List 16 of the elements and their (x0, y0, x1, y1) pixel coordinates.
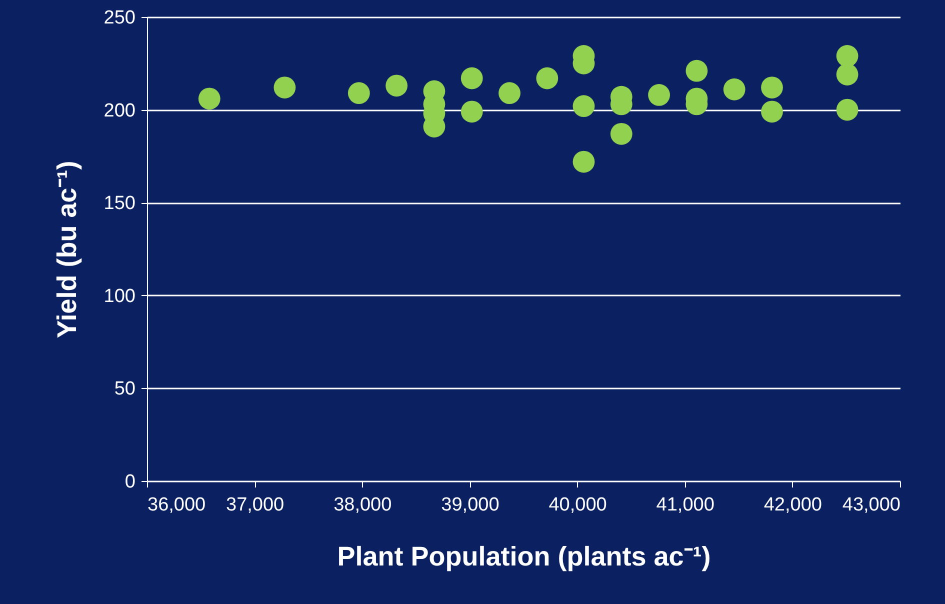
y-tick-label: 200 (104, 100, 136, 122)
y-tick-label: 0 (124, 472, 136, 492)
x-tick-label: 41,000 (656, 494, 714, 516)
x-tick-label: 39,000 (441, 494, 500, 516)
x-tick-label: 38,000 (334, 494, 392, 516)
x-tick-label: 43,000 (842, 494, 900, 516)
y-tick-label: 150 (104, 193, 136, 214)
x-tick-label: 37,000 (226, 494, 284, 516)
x-tick-label: 42,000 (764, 494, 822, 516)
y-tick-label: 100 (104, 286, 136, 307)
y-axis-title: Yield (bu ac⁻¹) (52, 160, 82, 338)
x-tick-label: 40,000 (548, 494, 607, 516)
y-tick-label: 250 (104, 8, 136, 28)
x-axis-title: Plant Population (plants ac⁻¹) (337, 542, 711, 572)
x-tick-label: 36,000 (148, 494, 206, 516)
y-tick-label: 50 (114, 378, 136, 400)
